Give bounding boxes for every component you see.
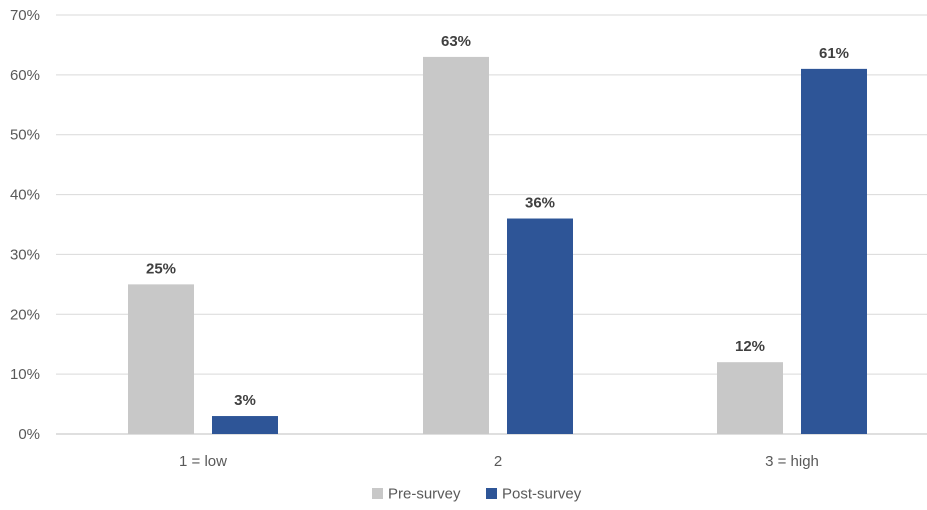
y-tick-label: 30% — [10, 246, 40, 263]
data-labels: 25% 3% 63% 36% 12% 61% — [146, 33, 849, 409]
y-tick-label: 50% — [10, 127, 40, 144]
y-tick-label: 70% — [10, 7, 40, 24]
bar-pre-survey-1 — [128, 284, 194, 434]
x-category-label: 2 — [494, 453, 502, 470]
legend-swatch — [372, 488, 383, 499]
y-tick-label: 10% — [10, 366, 40, 383]
x-category-label: 1 = low — [179, 453, 227, 470]
legend-label: Post-survey — [502, 486, 582, 503]
data-label: 36% — [525, 195, 555, 212]
data-label: 3% — [234, 392, 256, 409]
x-category-label: 3 = high — [765, 453, 819, 470]
data-label: 61% — [819, 45, 849, 62]
y-tick-label: 20% — [10, 306, 40, 323]
legend-label: Pre-survey — [388, 486, 461, 503]
bar-post-survey-1 — [212, 416, 278, 434]
bar-pre-survey-2 — [423, 56, 489, 435]
gridlines — [56, 14, 927, 435]
y-tick-label: 60% — [10, 67, 40, 84]
bars — [128, 56, 867, 435]
data-label: 63% — [441, 33, 471, 50]
legend-swatch — [486, 488, 497, 499]
data-label: 25% — [146, 260, 176, 277]
y-tick-label: 0% — [18, 426, 40, 443]
bar-post-survey-2 — [507, 218, 573, 434]
y-axis-ticks: 0% 10% 20% 30% 40% 50% 60% 70% — [10, 7, 40, 443]
bar-post-survey-3 — [801, 68, 867, 434]
y-tick-label: 40% — [10, 187, 40, 204]
data-label: 12% — [735, 338, 765, 355]
legend: Pre-survey Post-survey — [372, 486, 582, 503]
bar-pre-survey-3 — [717, 362, 783, 434]
x-axis-categories: 1 = low 2 3 = high — [179, 453, 819, 470]
